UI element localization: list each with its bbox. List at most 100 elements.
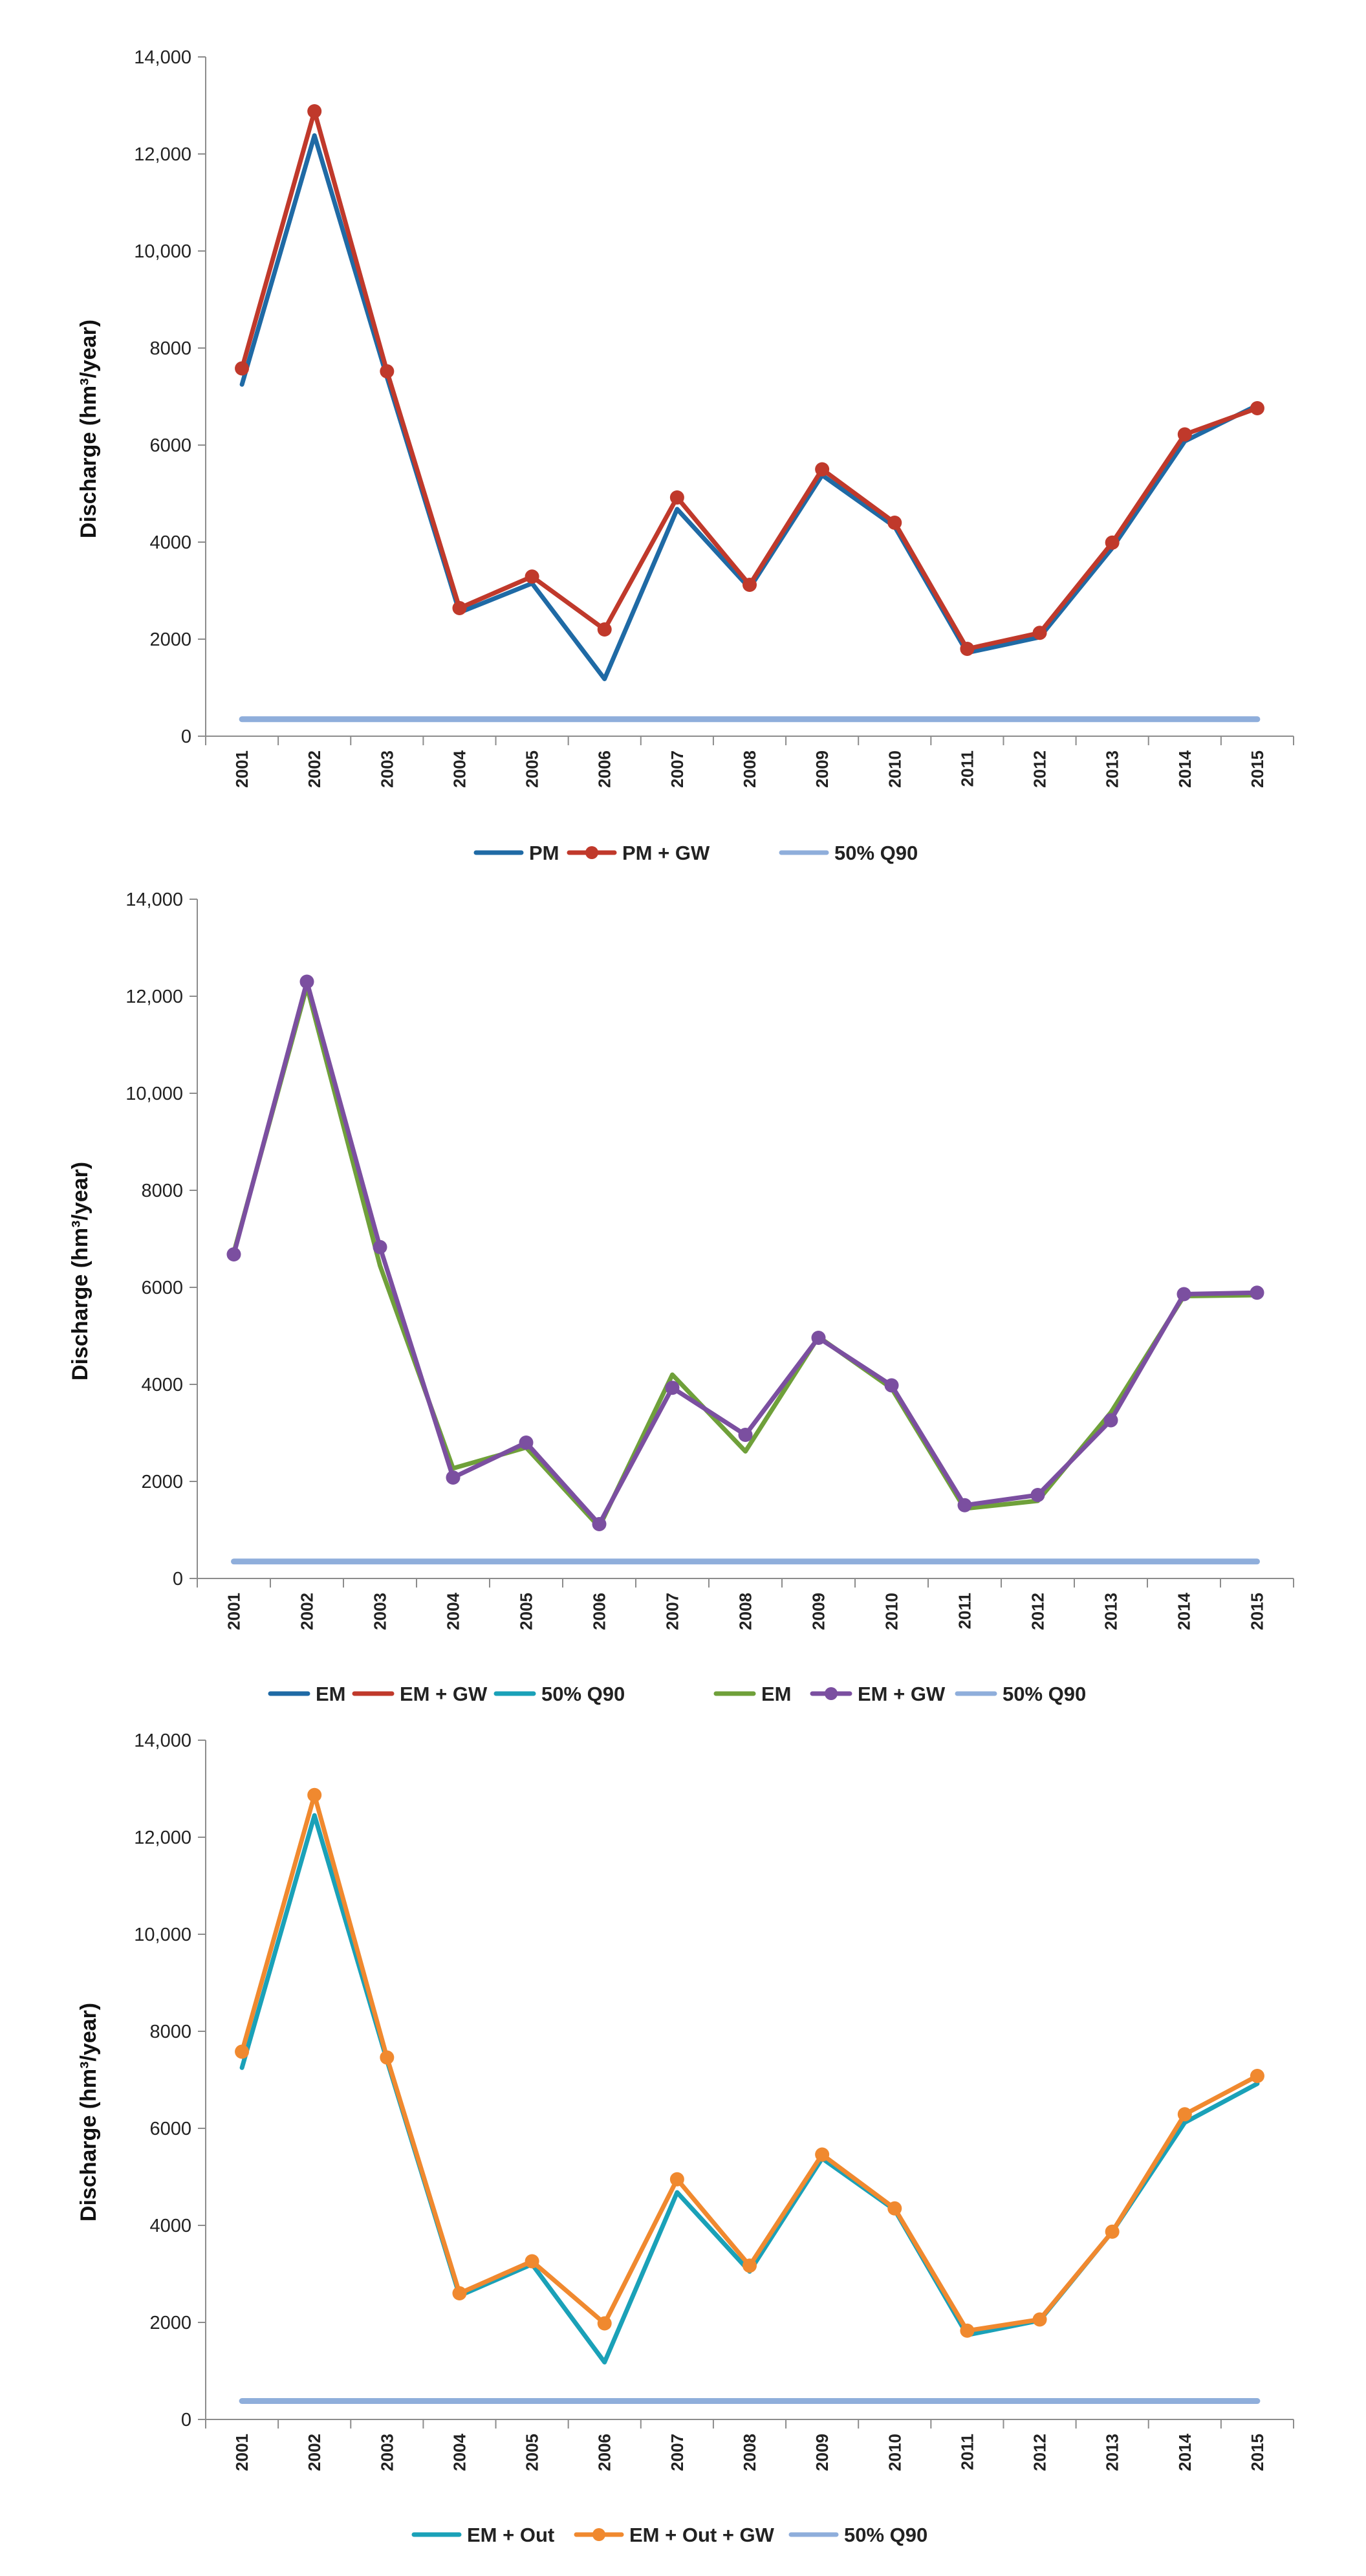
legend-marker [585,846,598,859]
chart-2: 0 2000 4000 6000 8000 10,000 12,000 14,000 2001 2… [68,890,1294,1705]
data-point-em-gw [957,1498,972,1512]
data-point-pm-gw [669,490,684,505]
y-tick-label: 14,000 [125,890,183,910]
data-point-em-out-gw [1250,2069,1264,2083]
data-point-em-gw [884,1378,899,1393]
y-tick-label: 4000 [149,532,191,553]
x-tick-label: 2010 [882,1593,902,1630]
y-axis-title: Discharge (hm³/year) [76,320,101,538]
x-tick-label: 2014 [1175,750,1195,787]
series-line-pm [239,133,1260,681]
x-tick-label: 2013 [1101,1593,1121,1630]
legend-label: 50% Q90 [1003,1683,1086,1705]
data-point-em-out-gw [743,2258,757,2273]
data-point-em-gw [373,1239,387,1254]
y-tick-label: 10,000 [134,1925,191,1945]
x-tick-label: 2011 [955,1593,975,1629]
x-tick-label: 2007 [667,750,687,788]
x-tick-label: 2005 [517,1593,536,1630]
x-tick-label: 2014 [1175,1592,1194,1630]
y-tick-label: 4000 [149,2216,191,2236]
y-tick-label: 10,000 [134,241,191,262]
legend-label: 50% Q90 [844,2524,927,2546]
x-tick-label: 2007 [663,1593,682,1630]
x-tick-label: 2007 [667,2434,687,2471]
x-tick-label: 2004 [444,1592,463,1630]
data-point-em-out-gw [380,2050,395,2065]
x-tick-label: 2009 [812,2434,832,2471]
data-point-em-gw [1030,1488,1045,1502]
series-line-pm-gw [239,109,1260,651]
data-point-em-gw [1103,1413,1118,1428]
data-point-em-gw [738,1428,753,1442]
series-line-em-out-gw [239,1793,1260,2333]
x-tick-label: 2005 [523,2434,542,2471]
data-point-em-out-gw [307,1787,322,1802]
x-tick-label: 2006 [595,2434,614,2471]
data-point-em-out-gw [235,2044,250,2059]
legend-label: 50% Q90 [541,1683,625,1705]
data-point-pm-gw [887,516,902,530]
y-tick-label: 0 [173,1569,183,1589]
x-tick-label: 2004 [450,2433,469,2471]
x-tick-label: 2003 [371,1593,390,1630]
series-line-em [232,984,1259,1529]
x-tick-label: 2014 [1175,2433,1195,2471]
data-point-pm-gw [960,642,975,656]
data-point-em-gw [299,974,314,989]
x-tick-label: 2010 [885,2434,904,2471]
x-tick-label: 2015 [1248,2434,1267,2471]
data-point-em-gw [811,1331,826,1345]
data-point-em-out-gw [597,2316,612,2331]
x-tick-label: 2002 [298,1593,317,1630]
legend-label: EM + GW [400,1683,488,1705]
data-point-em-out-gw [1177,2107,1192,2122]
y-tick-label: 8000 [149,2022,191,2042]
data-point-pm-gw [1250,401,1264,415]
data-point-em-out-gw [960,2323,975,2338]
x-tick-label: 2001 [224,1593,244,1630]
data-point-em-out-gw [815,2147,830,2162]
data-point-em-out-gw [887,2201,902,2216]
data-point-pm-gw [452,601,467,615]
y-tick-label: 14,000 [134,47,191,68]
data-point-pm-gw [235,361,250,376]
chart-3: 0 2000 4000 6000 8000 10,000 12,000 14,000 2001 2… [76,1730,1294,2546]
x-tick-label: 2012 [1028,1593,1048,1630]
x-tick-label: 2002 [305,2434,324,2471]
legend-label: PM + GW [622,842,710,864]
y-tick-label: 4000 [141,1375,183,1395]
x-tick-label: 2005 [523,750,542,788]
y-tick-label: 14,000 [134,1730,191,1751]
x-tick-label: 2003 [377,750,396,788]
x-tick-label: 2013 [1103,750,1122,788]
x-tick-label: 2006 [595,750,614,788]
data-point-pm-gw [380,364,395,378]
data-point-pm-gw [1032,626,1047,640]
data-point-pm-gw [815,462,830,477]
x-tick-label: 2001 [232,2434,252,2471]
x-tick-label: 2010 [885,750,904,788]
data-point-em-out-gw [1105,2224,1120,2239]
x-tick-label: 2003 [377,2434,396,2471]
y-tick-label: 2000 [149,2313,191,2333]
legend: EM EM + GW 50% Q90 EM EM + GW 50% Q90 [268,1683,1086,1705]
y-tick-label: 0 [181,726,191,747]
x-tick-label: 2006 [590,1593,609,1630]
legend-label: EM [316,1683,346,1705]
y-tick-label: 8000 [149,338,191,359]
x-tick-label: 2015 [1248,1593,1267,1630]
y-axis-title: Discharge (hm³/year) [68,1162,92,1381]
y-tick-label: 10,000 [125,1084,183,1104]
y-axis-title: Discharge (hm³/year) [76,2003,101,2221]
data-point-em-out-gw [1032,2312,1047,2327]
data-point-pm-gw [743,578,757,592]
data-point-pm-gw [1177,427,1192,442]
legend-label: PM [529,842,559,864]
y-tick-label: 0 [181,2410,191,2430]
y-tick-label: 12,000 [134,1828,191,1848]
y-tick-label: 12,000 [134,144,191,165]
legend-label: EM + Out [467,2524,554,2546]
x-tick-label: 2008 [740,750,759,788]
